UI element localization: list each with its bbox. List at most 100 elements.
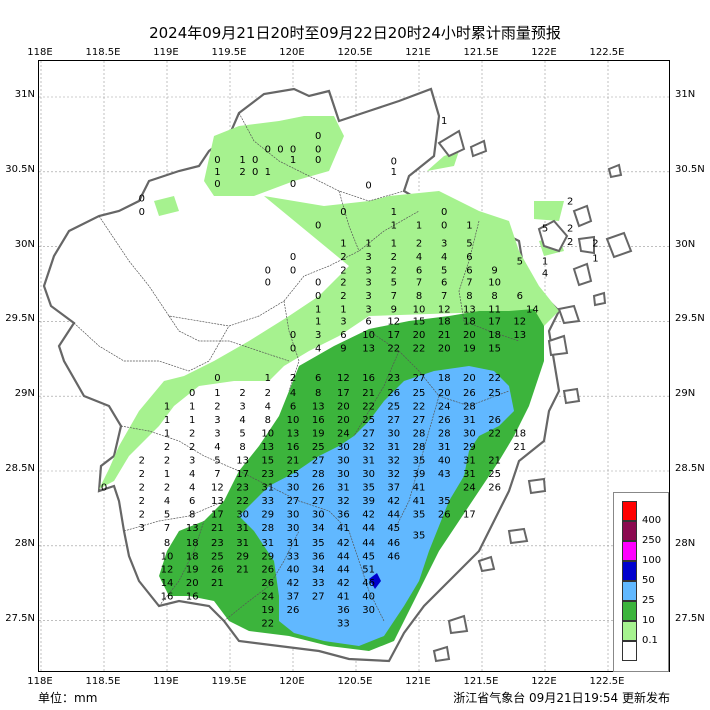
station-value: 23 xyxy=(387,373,400,384)
station-value: 18 xyxy=(186,538,199,549)
station-value: 43 xyxy=(438,469,451,480)
station-value: 7 xyxy=(441,291,447,302)
station-value: 1 xyxy=(340,304,346,315)
station-value: 26 xyxy=(387,388,400,399)
station-value: 20 xyxy=(337,415,350,426)
station-value: 2 xyxy=(391,252,397,263)
lon-tick-label: 118E xyxy=(27,676,53,687)
station-value: 26 xyxy=(261,565,274,576)
lat-tick-label: 29N xyxy=(14,388,35,400)
lon-tick-label: 121.5E xyxy=(463,47,499,58)
lon-tick-label: 120.5E xyxy=(337,47,373,58)
station-value: 33 xyxy=(261,496,274,507)
station-value: 1 xyxy=(164,469,170,480)
station-value: 21 xyxy=(211,523,224,534)
station-value: 6 xyxy=(466,266,472,277)
station-value: 4 xyxy=(189,482,195,493)
station-value: 32 xyxy=(387,456,400,467)
station-value: 20 xyxy=(438,388,451,399)
station-value: 12 xyxy=(513,316,526,327)
station-value: 21 xyxy=(488,456,501,467)
station-value: 2 xyxy=(189,442,195,453)
station-value: 10 xyxy=(161,551,174,562)
station-value: 17 xyxy=(337,388,350,399)
station-value: 8 xyxy=(315,388,321,399)
station-value: 8 xyxy=(265,415,271,426)
station-value: 0 xyxy=(214,179,220,190)
station-value: 0 xyxy=(315,291,321,302)
station-value: 29 xyxy=(261,509,274,520)
lat-tick-label: 28.5N xyxy=(5,463,35,474)
station-value: 1 xyxy=(290,155,296,166)
legend-label: 25 xyxy=(642,595,655,606)
lon-tick-label: 119.5E xyxy=(211,47,247,58)
station-value: 3 xyxy=(214,429,220,440)
station-value: 0 xyxy=(252,167,258,178)
lon-tick-label: 120E xyxy=(279,676,305,687)
station-value: 28 xyxy=(261,523,274,534)
station-value: 13 xyxy=(236,456,249,467)
station-value: 0 xyxy=(265,266,271,277)
station-value: 31 xyxy=(287,538,300,549)
station-value: 36 xyxy=(337,605,350,616)
station-value: 26 xyxy=(287,605,300,616)
station-value: 8 xyxy=(466,291,472,302)
station-value: 4 xyxy=(315,343,321,354)
station-value: 31 xyxy=(261,538,274,549)
station-value: 0 xyxy=(265,277,271,288)
station-value: 9 xyxy=(340,343,346,354)
station-value: 42 xyxy=(287,578,300,589)
station-value: 6 xyxy=(416,266,422,277)
station-value: 5 xyxy=(391,277,397,288)
station-value: 8 xyxy=(416,291,422,302)
station-value: 35 xyxy=(413,530,426,541)
station-value: 2 xyxy=(340,291,346,302)
station-value: 23 xyxy=(236,482,249,493)
station-value: 31 xyxy=(463,456,476,467)
station-value: 9 xyxy=(491,266,497,277)
station-value: 42 xyxy=(337,578,350,589)
station-value: 27 xyxy=(413,373,426,384)
heavy-rain-area xyxy=(239,366,514,646)
station-value: 41 xyxy=(337,523,350,534)
station-value: 1 xyxy=(315,304,321,315)
legend-label: 400 xyxy=(642,515,662,526)
legend-swatch xyxy=(622,601,637,621)
station-value: 24 xyxy=(463,482,476,493)
station-value: 3 xyxy=(214,415,220,426)
station-value: 0 xyxy=(290,252,296,263)
station-value: 0 xyxy=(391,156,397,167)
station-value: 0 xyxy=(189,388,195,399)
station-value: 34 xyxy=(312,523,325,534)
station-value: 5 xyxy=(542,224,548,235)
station-value: 31 xyxy=(387,442,400,453)
station-value: 39 xyxy=(362,496,375,507)
station-value: 7 xyxy=(416,277,422,288)
station-value: 32 xyxy=(362,442,375,453)
station-value: 22 xyxy=(413,343,426,354)
station-value: 27 xyxy=(362,429,375,440)
station-value: 2 xyxy=(164,456,170,467)
station-value: 12 xyxy=(161,565,174,576)
station-value: 1 xyxy=(340,239,346,250)
station-value: 25 xyxy=(488,469,501,480)
station-value: 29 xyxy=(236,551,249,562)
station-value: 25 xyxy=(413,388,426,399)
station-value: 25 xyxy=(488,388,501,399)
station-value: 1 xyxy=(265,373,271,384)
station-value: 14 xyxy=(526,304,539,315)
station-value: 2 xyxy=(567,197,573,208)
station-values: 00 0 0 00 1 0 1 0 01 2 0 1 10 0 000 0 1 00 1 1 0 11 1 1 2 3 50 2 3 2 4… xyxy=(101,116,599,630)
station-value: 6 xyxy=(315,373,321,384)
lon-tick-label: 119E xyxy=(153,47,179,58)
legend-swatch xyxy=(622,621,637,641)
station-value: 6 xyxy=(441,277,447,288)
station-value: 2 xyxy=(265,388,271,399)
station-value: 21 xyxy=(438,330,451,341)
station-value: 3 xyxy=(139,523,145,534)
county-boundaries xyxy=(73,112,520,622)
lon-tick-label: 118.5E xyxy=(85,47,121,58)
station-value: 13 xyxy=(312,402,325,413)
station-value: 19 xyxy=(261,605,274,616)
